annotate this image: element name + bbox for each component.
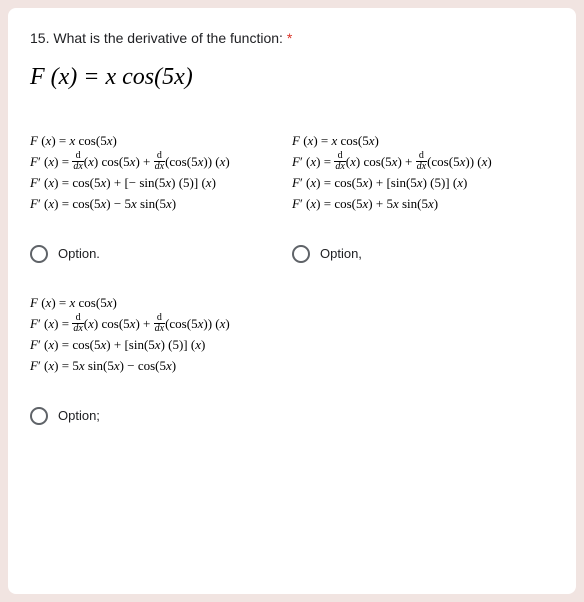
option-derivation: F (x) = x cos(5x) F′ (x) = ddx(x) cos(5x… [292, 131, 544, 215]
option-derivation: F (x) = x cos(5x) F′ (x) = ddx(x) cos(5x… [30, 293, 544, 377]
radio-icon[interactable] [30, 407, 48, 425]
options-grid: F (x) = x cos(5x) F′ (x) = ddx(x) cos(5x… [30, 131, 554, 455]
question-formula: F (x) = x cos(5x) [30, 64, 554, 91]
option-block: F (x) = x cos(5x) F′ (x) = ddx(x) cos(5x… [30, 293, 554, 425]
option-block: F (x) = x cos(5x) F′ (x) = ddx(x) cos(5x… [30, 131, 292, 263]
option-block: F (x) = x cos(5x) F′ (x) = ddx(x) cos(5x… [292, 131, 554, 263]
option-derivation: F (x) = x cos(5x) F′ (x) = ddx(x) cos(5x… [30, 131, 282, 215]
required-marker: * [287, 30, 292, 46]
option-radio-row[interactable]: Option; [30, 407, 544, 425]
option-label: Option. [58, 246, 100, 261]
question-text: 15. What is the derivative of the functi… [30, 30, 554, 46]
radio-icon[interactable] [292, 245, 310, 263]
option-radio-row[interactable]: Option, [292, 245, 544, 263]
option-radio-row[interactable]: Option. [30, 245, 282, 263]
question-body: What is the derivative of the function: [53, 30, 283, 46]
option-label: Option; [58, 408, 100, 423]
radio-icon[interactable] [30, 245, 48, 263]
question-card: 15. What is the derivative of the functi… [8, 8, 576, 594]
option-label: Option, [320, 246, 362, 261]
question-number: 15. [30, 30, 49, 46]
